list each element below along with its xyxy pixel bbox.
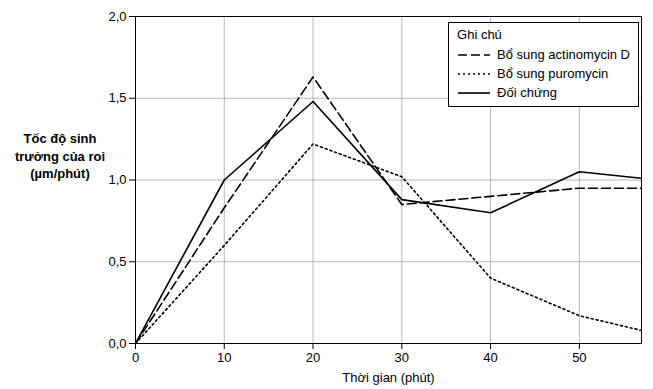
svg-text:10: 10	[217, 350, 231, 365]
html-text:Bổ sung puromycin: Bổ sung puromycin	[497, 66, 609, 81]
html-text:Ghi chú: Ghi chú	[457, 27, 502, 42]
svg-text:1,5: 1,5	[108, 90, 126, 105]
svg-text:40: 40	[483, 350, 497, 365]
html-text:Tốc độ sinh trưởng của roi (µm: Tốc độ sinh trưởng của roi (µm/phút)	[14, 131, 106, 182]
svg-text:0,5: 0,5	[108, 254, 126, 269]
svg-text:20: 20	[306, 350, 320, 365]
svg-text:Thời gian (phút): Thời gian (phút)	[342, 370, 434, 385]
svg-text:30: 30	[395, 350, 409, 365]
svg-text:1,0: 1,0	[108, 172, 126, 187]
svg-text:0,0: 0,0	[108, 336, 126, 351]
html-text:Đối chứng: Đối chứng	[497, 85, 558, 100]
svg-text:0: 0	[132, 350, 139, 365]
svg-text:2,0: 2,0	[108, 9, 126, 24]
html-text:Bổ sung actinomycin D: Bổ sung actinomycin D	[497, 47, 630, 62]
svg-text:50: 50	[572, 350, 586, 365]
